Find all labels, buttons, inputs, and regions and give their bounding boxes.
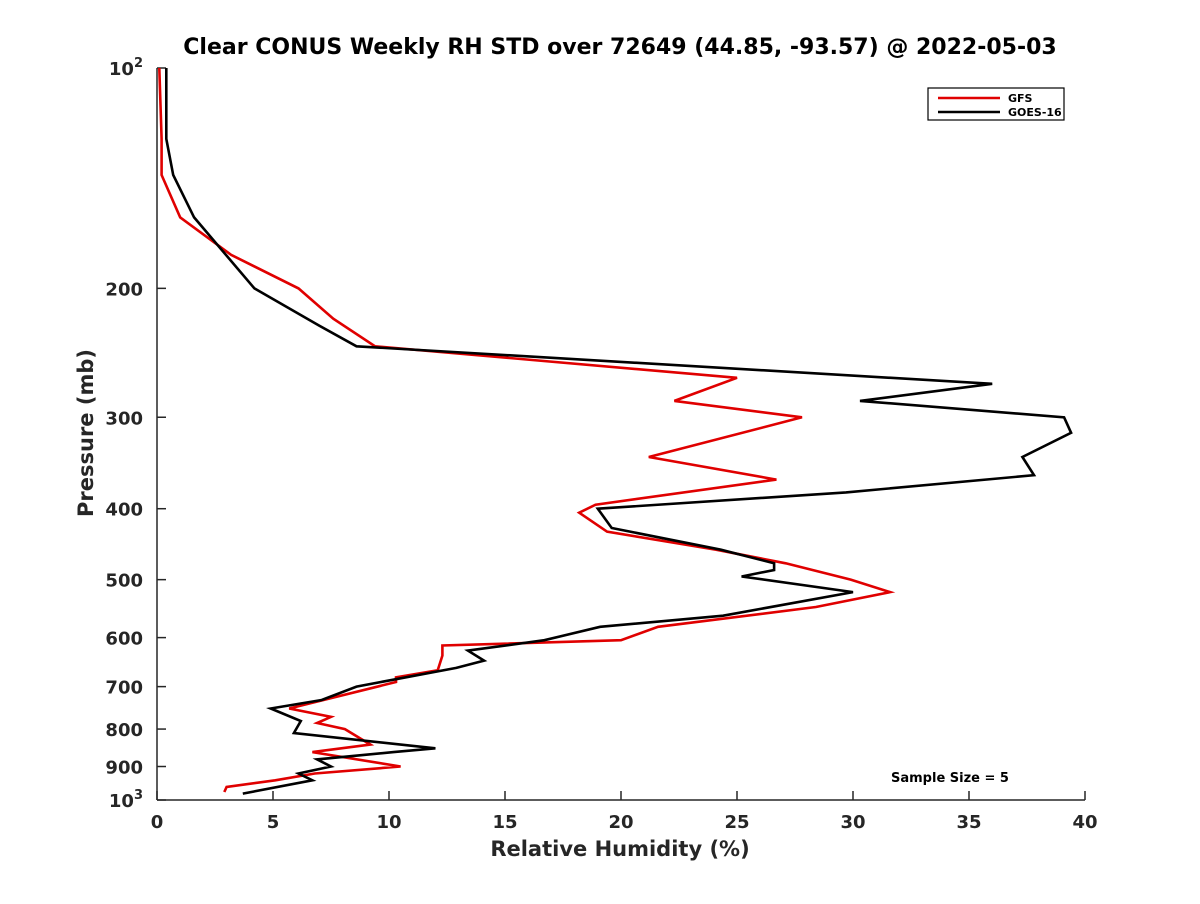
x-tick-label: 40: [1072, 812, 1097, 833]
y-tick-label: 300: [105, 408, 143, 429]
x-tick-label: 10: [376, 812, 401, 833]
plot-area: 0 5 10 15 20 25 30 35 40 102 200 300 400 500 600 700 800…: [105, 56, 1097, 833]
legend-box: [927, 87, 1065, 121]
y-tick-label: 102: [109, 56, 143, 80]
y-axis-label: Pressure (mb): [74, 349, 98, 517]
y-tick-label: 800: [105, 720, 143, 741]
x-tick-label: 20: [608, 812, 633, 833]
sample-size-annotation: Sample Size = 5: [891, 771, 1009, 786]
x-tick-label: 30: [840, 812, 865, 833]
y-tick-label: 200: [105, 279, 143, 300]
x-tick-label: 35: [956, 812, 981, 833]
series-line-goes-16: [165, 68, 1073, 795]
x-tick-label: 15: [492, 812, 517, 833]
chart-title: Clear CONUS Weekly RH STD over 72649 (44…: [183, 35, 1056, 60]
y-tick-label: 103: [109, 788, 143, 812]
y-tick-label: 900: [105, 758, 143, 779]
legend-entry-label: GOES-16: [1008, 106, 1062, 119]
x-tick-label: 5: [267, 812, 280, 833]
y-tick-label: 500: [105, 571, 143, 592]
y-tick-label: 600: [105, 629, 143, 650]
x-tick-label: 0: [151, 812, 164, 833]
x-tick-label: 25: [724, 812, 749, 833]
x-axis-label: Relative Humidity (%): [490, 837, 749, 861]
y-tick-label: 400: [105, 500, 143, 521]
legend-entry-label: GFS: [1008, 92, 1033, 105]
y-tick-label: 700: [105, 678, 143, 699]
